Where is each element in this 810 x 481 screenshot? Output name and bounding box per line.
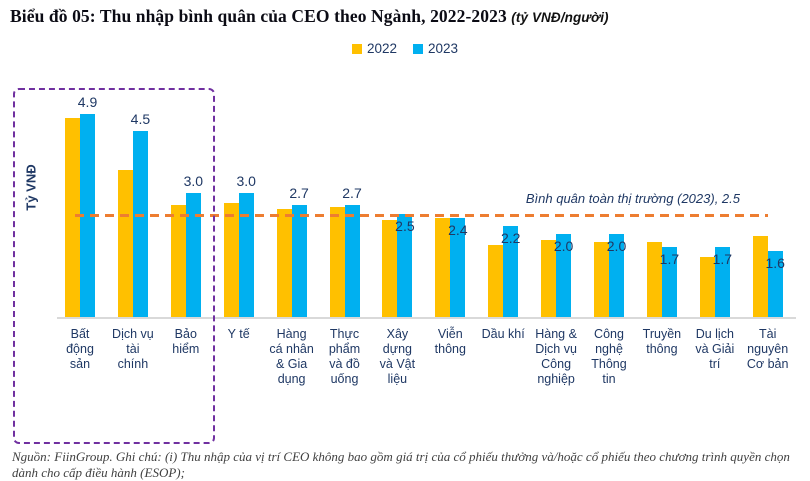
bar-2023-8 — [450, 217, 466, 317]
bar-2022-13 — [699, 256, 715, 317]
bar-2022-4 — [223, 203, 239, 317]
x-axis-label: Thực phẩm và đồ uống — [328, 327, 361, 386]
bar-2023-9 — [503, 225, 519, 317]
x-axis-label: Công nghệ Thông tin — [591, 327, 627, 386]
value-label-2023: 2.0 — [553, 238, 574, 255]
value-label-2023: 2.7 — [289, 185, 309, 202]
bar-2022-5 — [276, 209, 292, 317]
bar-2023-12 — [661, 246, 677, 317]
legend-swatch-2023 — [413, 43, 423, 54]
chart-title-text: Biểu đồ 05: Thu nhập bình quân của CEO t… — [10, 6, 507, 26]
highlight-dashed-box — [13, 88, 215, 444]
legend-label-2023: 2023 — [428, 41, 459, 56]
value-label-2023: 1.6 — [765, 254, 785, 271]
value-label-2023: 3.0 — [183, 172, 204, 189]
legend-item-2023: 2023 — [413, 41, 458, 56]
chart-unit-note: (tỷ VNĐ/người) — [511, 10, 609, 25]
x-axis-label: Xây dựng và Vật liệu — [379, 327, 416, 386]
bar-2023-10 — [556, 234, 572, 317]
bar-2022-7 — [382, 219, 398, 317]
value-label-2023: 1.7 — [712, 250, 733, 267]
bar-2023-5 — [291, 205, 307, 317]
x-axis-label: Dịch vụ tài chính — [112, 327, 154, 371]
bar-2022-2 — [117, 170, 133, 317]
x-axis-label: Hàng & Dịch vụ Công nghiệp — [535, 327, 577, 386]
bar-2023-2 — [132, 130, 148, 317]
value-label-2023: 2.4 — [448, 221, 468, 238]
x-axis-label: Hàng cá nhân & Gia dụng — [269, 327, 314, 386]
x-axis-label: Dầu khí — [481, 327, 525, 341]
bar-2022-3 — [170, 205, 186, 317]
value-label-2023: 1.7 — [659, 250, 680, 267]
x-axis-label: Tài nguyên Cơ bản — [746, 327, 789, 371]
source-note: Nguồn: FiinGroup. Ghi chú: (i) Thu nhập … — [12, 449, 790, 480]
bar-2023-13 — [714, 246, 730, 317]
x-axis-label: Bất động sản — [66, 327, 94, 371]
x-axis-label: Viễn thông — [434, 327, 466, 356]
bar-2022-1 — [65, 118, 80, 317]
reference-dashed-line — [75, 214, 768, 217]
value-label-2023: 2.2 — [500, 229, 521, 246]
value-label-2023: 4.5 — [130, 110, 151, 127]
value-label-2023: 4.9 — [77, 94, 98, 111]
reference-line-label: Bình quân toàn thị trường (2023), 2.5 — [525, 191, 740, 206]
legend-item-2022: 2022 — [351, 41, 397, 56]
bar-2022-12 — [646, 242, 662, 317]
bar-2022-14 — [752, 236, 768, 317]
bar-2022-9 — [488, 244, 504, 317]
value-label-2023: 2.7 — [342, 185, 362, 202]
x-axis-label: Bảo hiểm — [172, 327, 200, 356]
x-axis-label: Du lịch và Giải trí — [695, 327, 735, 371]
bar-2022-11 — [594, 242, 609, 317]
bar-2023-7 — [397, 213, 413, 317]
value-label-2023: 2.0 — [606, 238, 627, 255]
value-label-2023: 2.5 — [395, 217, 415, 234]
legend-label-2022: 2022 — [366, 41, 397, 56]
bar-2023-4 — [238, 192, 254, 317]
page-title: Biểu đồ 05: Thu nhập bình quân của CEO t… — [10, 6, 800, 27]
bar-2022-8 — [435, 217, 451, 317]
chart-legend: 2022 2023 — [0, 41, 810, 56]
value-label-2023: 3.0 — [236, 172, 256, 189]
legend-swatch-2022 — [351, 43, 362, 54]
bar-2023-11 — [609, 234, 624, 317]
bar-2023-3 — [185, 192, 201, 317]
x-axis-label: Y tế — [227, 327, 250, 341]
bar-2022-10 — [541, 240, 557, 317]
x-axis-label: Truyền thông — [642, 327, 682, 356]
x-axis-line — [57, 317, 796, 319]
bar-2023-6 — [344, 205, 360, 317]
bar-2023-14 — [767, 250, 783, 317]
bar-2022-6 — [329, 207, 345, 317]
